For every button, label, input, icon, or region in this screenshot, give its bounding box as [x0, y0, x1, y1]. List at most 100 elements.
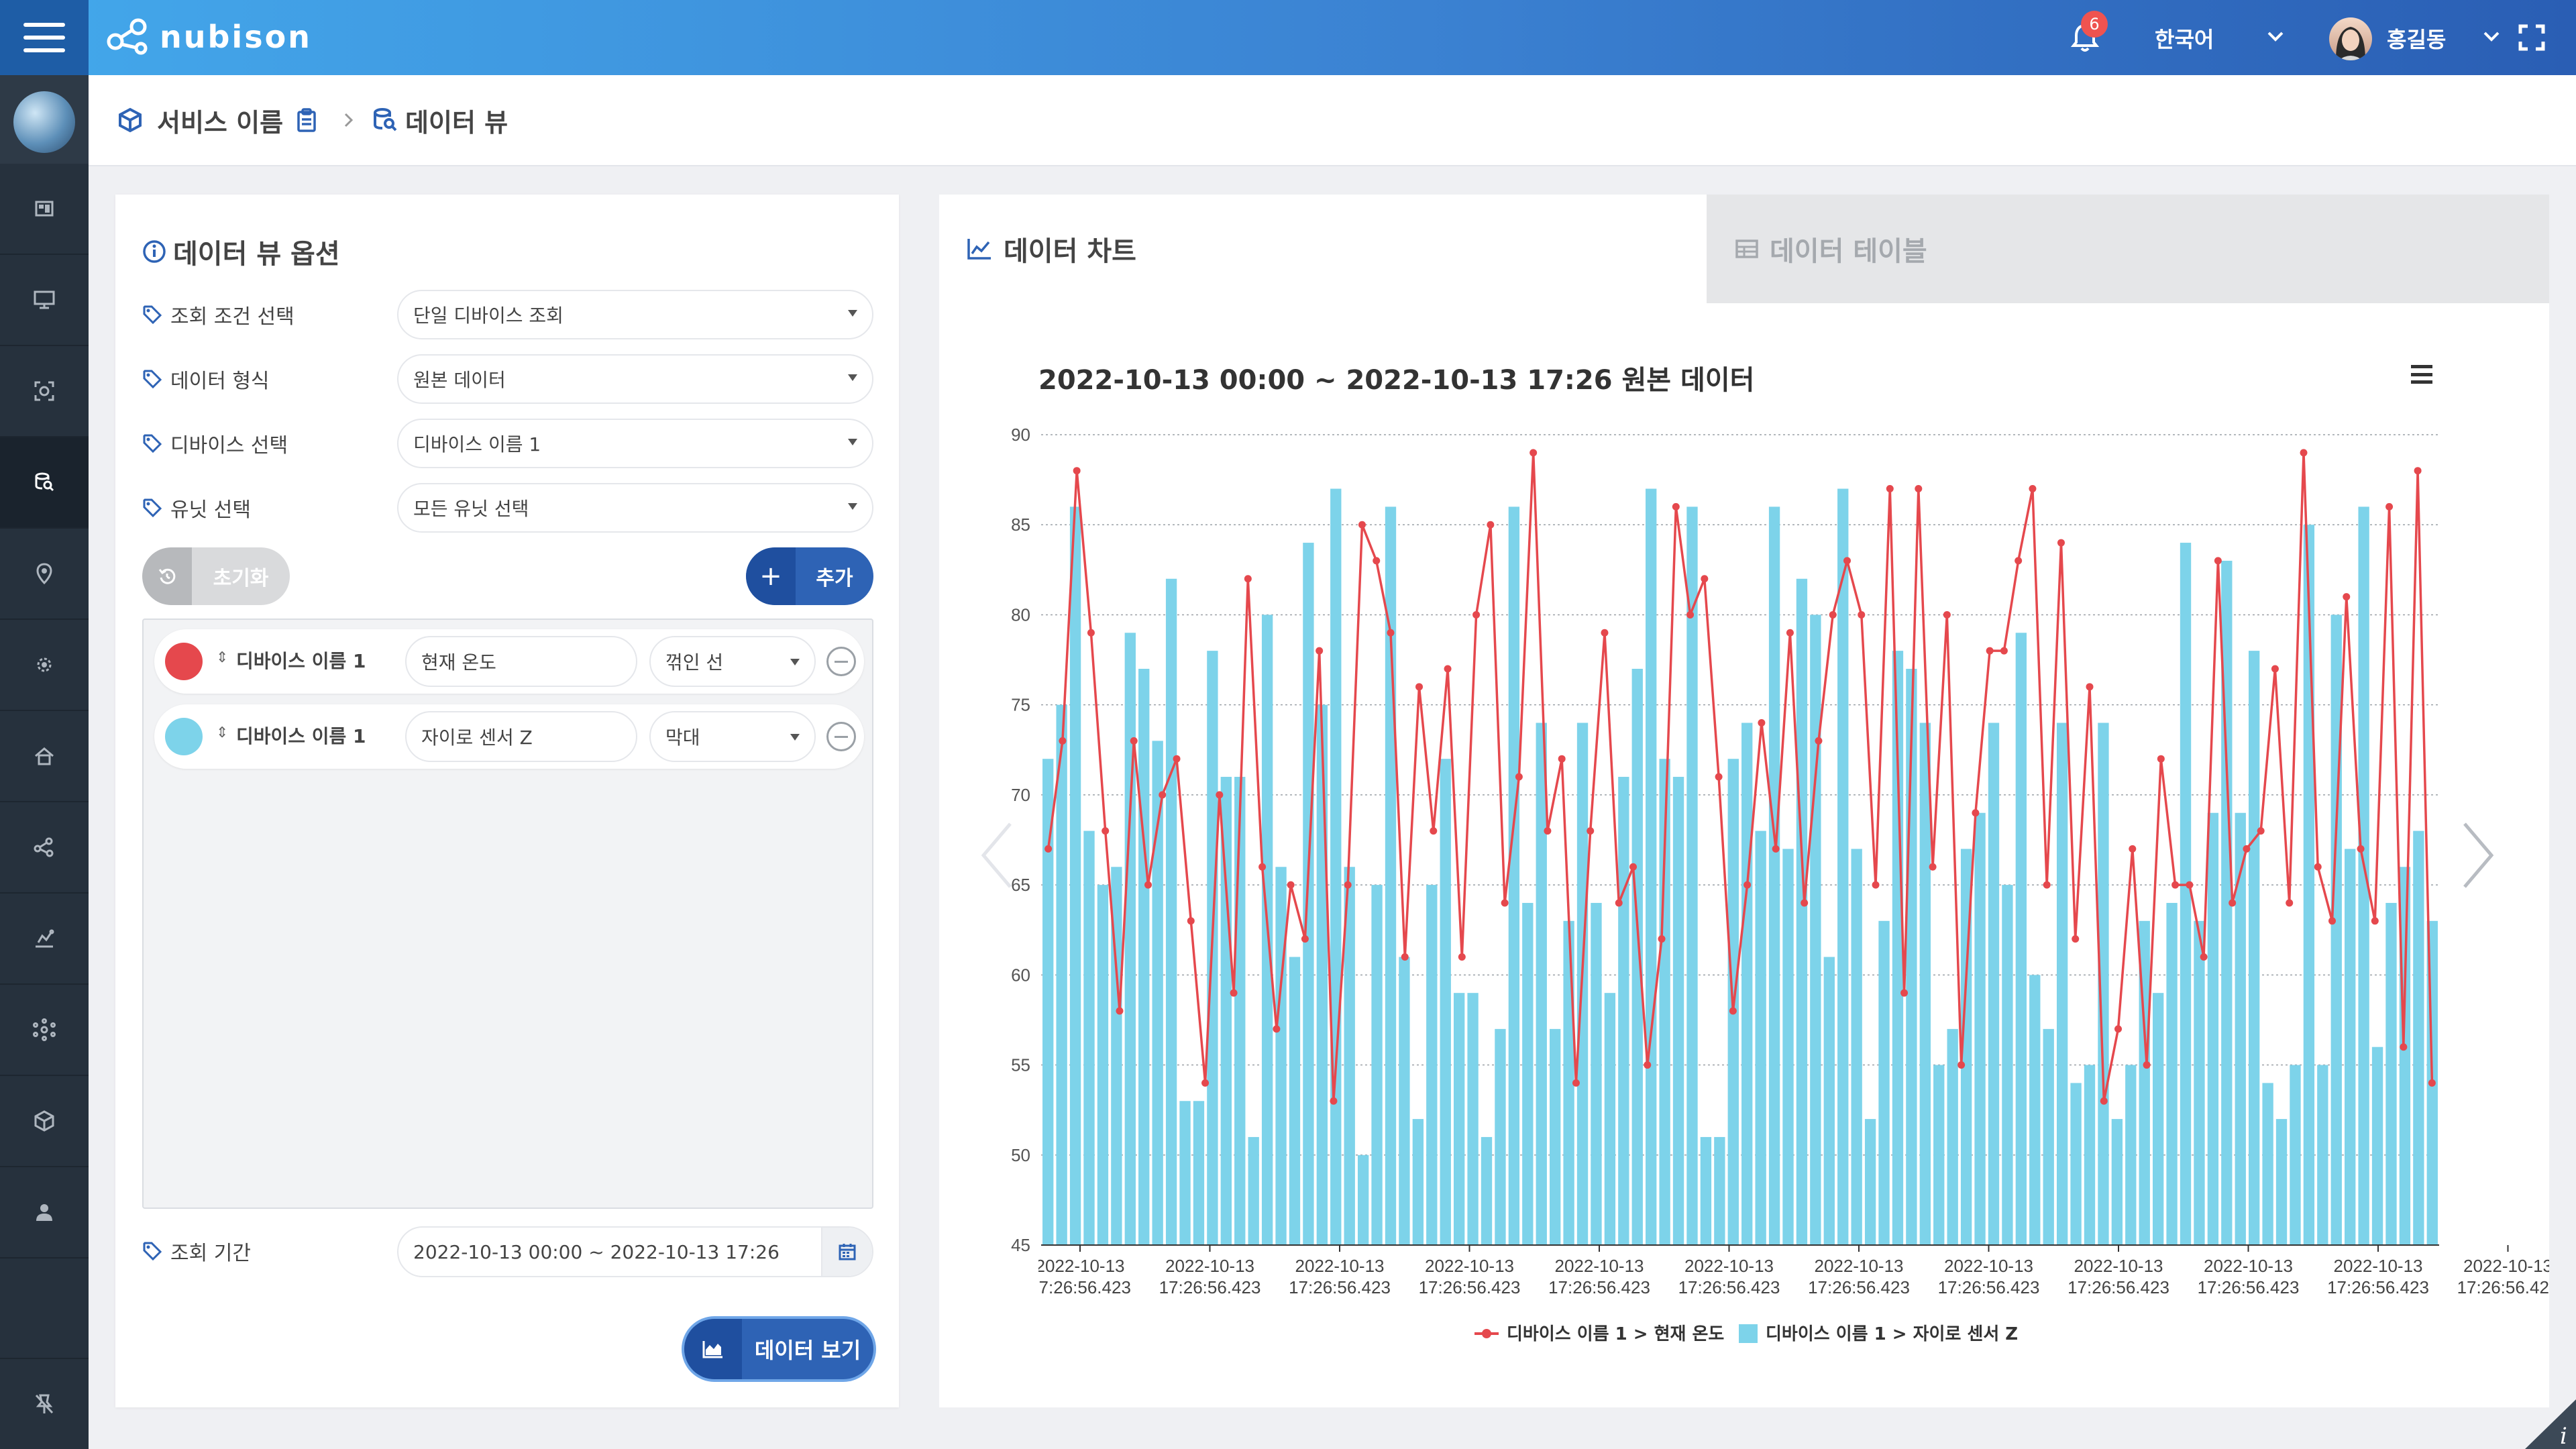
chevron-down-icon[interactable] [2482, 30, 2501, 43]
hamburger-menu-button[interactable] [0, 0, 89, 75]
clipboard-icon[interactable] [295, 107, 318, 133]
avatar[interactable] [2329, 17, 2372, 60]
calendar-button[interactable] [821, 1228, 872, 1276]
line-point [2043, 881, 2051, 889]
x-tick-label-date: 2022-10-13 [1036, 1256, 1125, 1276]
sidebar-item-cluster[interactable] [0, 985, 89, 1076]
remove-series-button[interactable] [826, 722, 856, 751]
bar [2070, 1083, 2082, 1245]
line-point [2200, 953, 2208, 961]
sidebar-item-cube[interactable] [0, 1076, 89, 1167]
breadcrumb-page: 데이터 뷰 [405, 107, 508, 138]
series-unit-select[interactable]: 현재 온도 [405, 636, 637, 687]
option-label: 데이터 형식 [170, 370, 270, 393]
network-icon [34, 837, 54, 857]
line-point [1116, 1007, 1124, 1015]
sidebar-item-workflow[interactable] [0, 894, 89, 985]
sidebar-item-home[interactable] [0, 711, 89, 802]
bar [1248, 1136, 1259, 1245]
bar [2152, 993, 2164, 1245]
remove-series-button[interactable] [826, 647, 856, 676]
sidebar-item-network[interactable] [0, 802, 89, 894]
period-input[interactable]: 2022-10-13 00:00 ~ 2022-10-13 17:26 [397, 1226, 873, 1277]
logo[interactable]: nubison [106, 13, 312, 60]
tab-data-table[interactable]: 데이터 테이블 [1707, 195, 2549, 303]
line-point [1415, 683, 1424, 691]
line-point [1187, 917, 1195, 925]
line-point [1287, 881, 1295, 889]
bar [1179, 1101, 1191, 1245]
line-point [1201, 1079, 1210, 1087]
line-point [2100, 1097, 2108, 1105]
line-point [1258, 863, 1267, 871]
user-name[interactable]: 홍길동 [2387, 27, 2447, 52]
y-tick-label: 60 [1011, 965, 1030, 985]
sidebar-item-device-scan[interactable] [0, 346, 89, 437]
workflow-icon [36, 929, 54, 948]
bar [1988, 722, 2000, 1245]
sidebar-item-data-view[interactable] [0, 437, 89, 529]
bar [1755, 830, 1766, 1245]
bar [1193, 1101, 1205, 1245]
line-point [1444, 665, 1452, 673]
bar [2166, 902, 2178, 1245]
chevron-down-icon[interactable] [2266, 30, 2285, 43]
line-point [1344, 881, 1352, 889]
series-color-picker[interactable] [165, 643, 203, 680]
language-select[interactable]: 한국어 [2155, 27, 2214, 52]
tab-data-chart[interactable]: 데이터 차트 [939, 195, 1707, 303]
series-color-picker[interactable] [165, 718, 203, 755]
bar [2275, 1119, 2288, 1245]
breadcrumb-service-name[interactable]: 서비스 이름 [157, 107, 284, 138]
x-tick-label-date: 2022-10-13 [1944, 1256, 2033, 1276]
series-unit-select[interactable]: 자이로 센서 Z [405, 711, 637, 762]
sidebar [0, 75, 89, 1449]
sidebar-profile-image[interactable] [0, 75, 89, 164]
sort-handle-icon[interactable]: ⇕ [216, 649, 229, 666]
add-button[interactable]: + 추가 [746, 547, 873, 605]
line-point [2057, 539, 2065, 547]
sort-handle-icon[interactable]: ⇕ [216, 724, 229, 741]
line-point [2086, 683, 2094, 691]
unit-select[interactable]: 모든 유닛 선택 [397, 483, 873, 533]
series-chart-type-select[interactable]: 막대 [649, 711, 816, 762]
bar [1933, 1065, 1945, 1245]
chevron-left-icon[interactable] [977, 818, 1017, 892]
sidebar-item-settings[interactable] [0, 620, 89, 711]
legend-bar-marker [1739, 1324, 1758, 1343]
line-point [2000, 647, 2008, 655]
bar [1522, 902, 1534, 1245]
line-point [2157, 755, 2165, 763]
bar [1618, 777, 1629, 1245]
tag-icon [143, 305, 162, 325]
corner-info-icon[interactable]: i [2525, 1399, 2576, 1449]
query-condition-select[interactable]: 단일 디바이스 조회 [397, 290, 873, 339]
sidebar-item-monitor[interactable] [0, 255, 89, 346]
bar [1508, 506, 1520, 1245]
line-point [2328, 917, 2337, 925]
view-data-button[interactable]: 데이터 보기 [684, 1319, 873, 1379]
line-point [1886, 485, 1894, 493]
y-tick-label: 80 [1011, 604, 1030, 625]
sidebar-pin-button[interactable] [0, 1358, 89, 1449]
chevron-right-icon[interactable] [2458, 818, 2498, 892]
fullscreen-icon[interactable] [2518, 24, 2545, 51]
series-chart-type-select[interactable]: 꺾인 선 [649, 636, 816, 687]
y-tick-label: 55 [1011, 1055, 1030, 1075]
x-tick-label-time: 17:26:56.423 [1289, 1277, 1391, 1297]
bar [2002, 885, 2013, 1245]
sidebar-item-dashboard[interactable] [0, 164, 89, 255]
line-point [1972, 809, 1980, 817]
device-select[interactable]: 디바이스 이름 1 [397, 419, 873, 468]
bar [2249, 651, 2260, 1245]
line-point [2015, 557, 2023, 565]
sidebar-item-location[interactable] [0, 529, 89, 620]
bar [1646, 488, 1657, 1245]
chart-menu-button[interactable] [2411, 365, 2432, 384]
reset-button[interactable]: 초기화 [142, 547, 290, 605]
line-point [1515, 773, 1523, 781]
data-format-select[interactable]: 원본 데이터 [397, 354, 873, 404]
line-point [1144, 881, 1152, 889]
sidebar-item-user[interactable] [0, 1167, 89, 1258]
bar [1741, 722, 1753, 1245]
